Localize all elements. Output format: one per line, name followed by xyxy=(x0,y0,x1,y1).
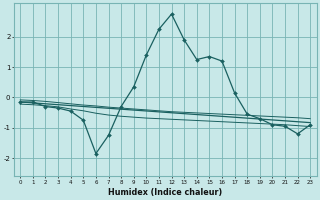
X-axis label: Humidex (Indice chaleur): Humidex (Indice chaleur) xyxy=(108,188,222,197)
